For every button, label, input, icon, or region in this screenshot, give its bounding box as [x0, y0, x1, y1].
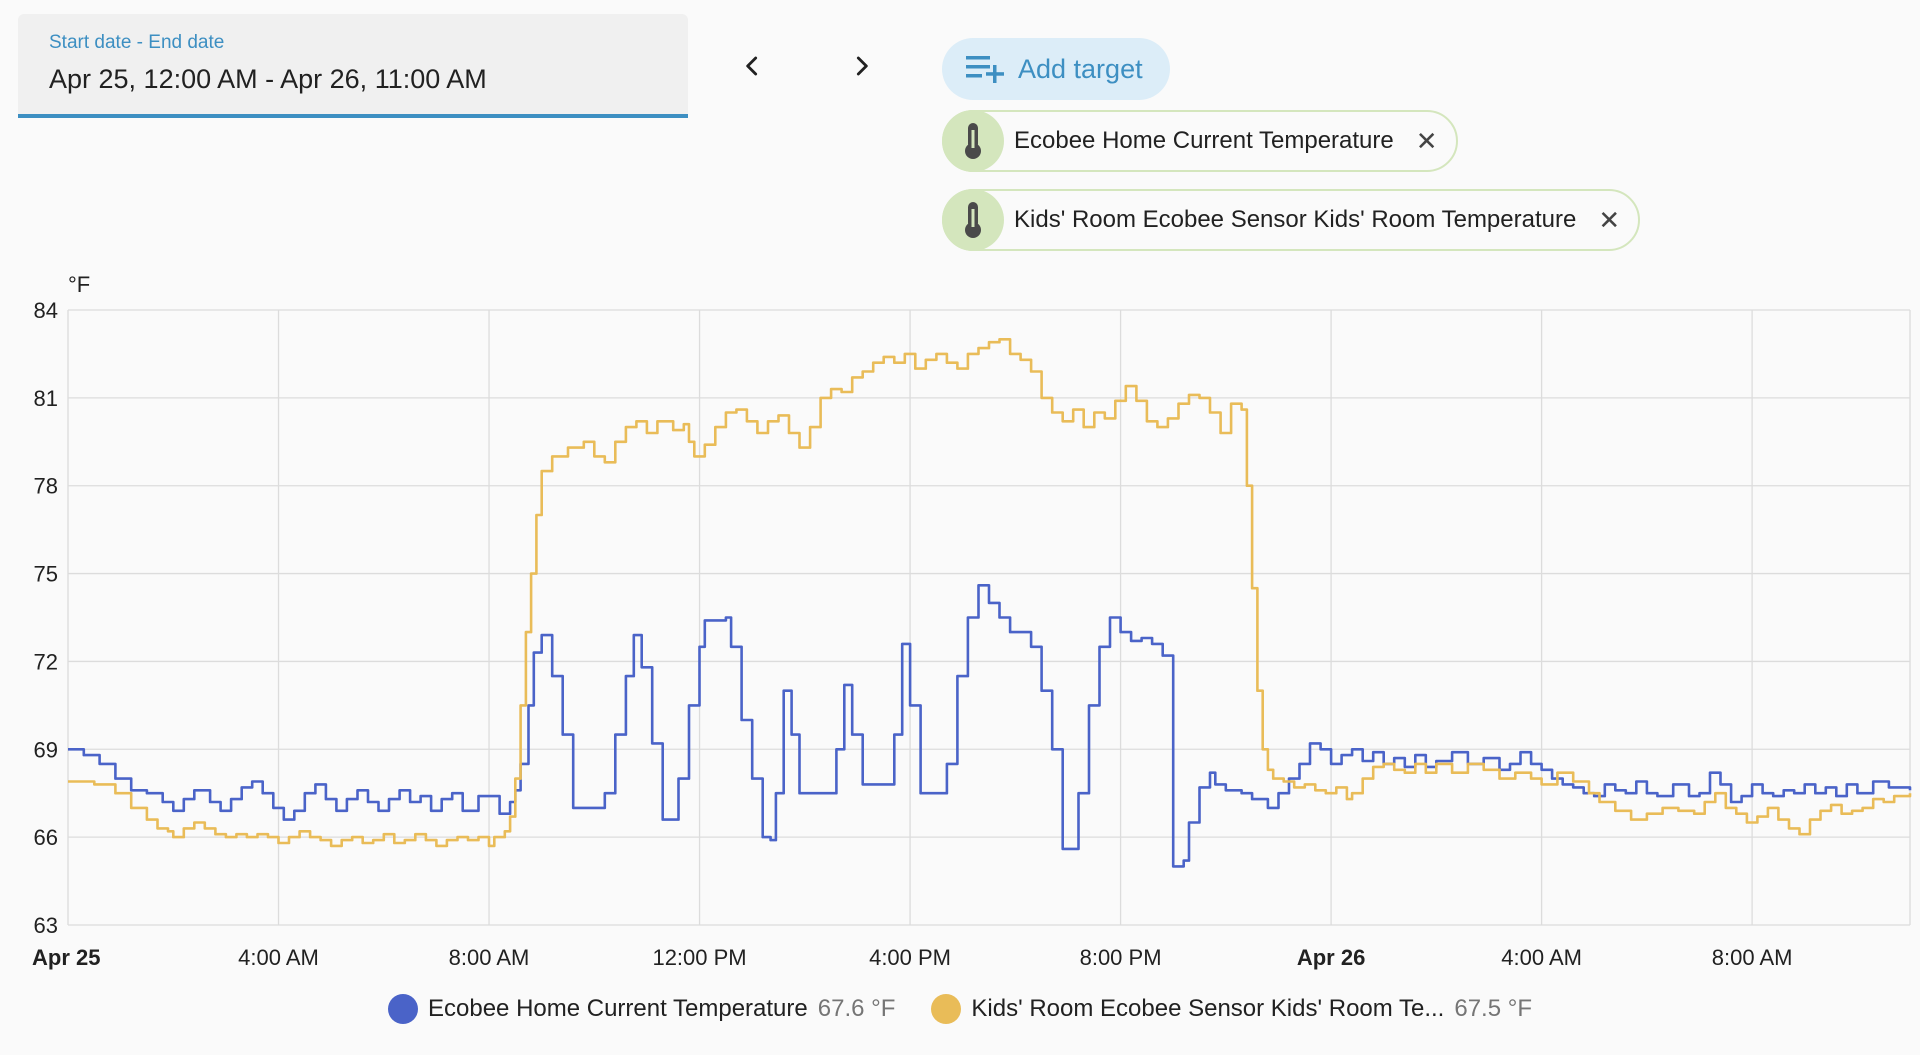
legend-item-kids-room[interactable]: Kids' Room Ecobee Sensor Kids' Room Te..…	[931, 994, 1532, 1024]
y-tick-label: 69	[34, 737, 58, 762]
y-tick-label: 72	[34, 649, 58, 674]
target-chip-label: Ecobee Home Current Temperature	[1014, 127, 1394, 154]
playlist-add-icon	[966, 56, 1004, 83]
target-chip: Ecobee Home Current Temperature ✕	[942, 110, 1458, 172]
y-tick-label: 66	[34, 825, 58, 850]
add-target-button[interactable]: Add target	[942, 38, 1170, 100]
x-tick-label: 8:00 PM	[1080, 945, 1162, 970]
y-tick-label: 63	[34, 913, 58, 938]
legend-value: 67.5 °F	[1454, 995, 1532, 1022]
x-tick-label: 4:00 AM	[238, 945, 319, 970]
x-tick-label: Apr 26	[1297, 945, 1365, 970]
series-line-ecobee-home	[68, 584, 1912, 868]
y-tick-label: 84	[34, 298, 58, 323]
legend-color-dot	[388, 994, 418, 1024]
close-icon[interactable]: ✕	[1598, 205, 1621, 235]
next-period-button[interactable]	[834, 38, 890, 94]
x-tick-label: 12:00 PM	[652, 945, 746, 970]
date-range-label: Start date - End date	[49, 32, 225, 53]
y-tick-label: 81	[34, 386, 58, 411]
legend-label: Ecobee Home Current Temperature	[428, 995, 808, 1022]
date-range-value: Apr 25, 12:00 AM - Apr 26, 11:00 AM	[49, 64, 487, 94]
x-tick-label: 8:00 AM	[1712, 945, 1793, 970]
x-tick-label: Apr 25	[32, 945, 100, 970]
thermometer-icon	[942, 189, 1004, 251]
x-tick-label: 8:00 AM	[449, 945, 530, 970]
y-axis-unit-label: °F	[68, 272, 90, 297]
target-chip-label: Kids' Room Ecobee Sensor Kids' Room Temp…	[1014, 206, 1577, 233]
legend-label: Kids' Room Ecobee Sensor Kids' Room Te..…	[971, 995, 1445, 1022]
y-tick-label: 75	[34, 562, 58, 587]
chevron-right-icon	[856, 56, 868, 76]
target-chip: Kids' Room Ecobee Sensor Kids' Room Temp…	[942, 189, 1641, 251]
legend-color-dot	[931, 994, 962, 1024]
thermometer-icon	[942, 110, 1004, 172]
y-tick-label: 78	[34, 474, 58, 499]
legend-item-ecobee-home[interactable]: Ecobee Home Current Temperature 67.6 °F	[388, 994, 895, 1024]
add-target-label: Add target	[1018, 53, 1143, 84]
legend-value: 67.6 °F	[817, 995, 896, 1022]
x-tick-label: 4:00 PM	[869, 945, 951, 970]
previous-period-button[interactable]	[724, 38, 780, 94]
date-range-picker[interactable]: Start date - End date Apr 25, 12:00 AM -…	[18, 14, 688, 118]
chart-legend: Ecobee Home Current Temperature 67.6 °F …	[0, 994, 1920, 1024]
chevron-left-icon	[746, 56, 758, 76]
x-tick-label: 4:00 AM	[1501, 945, 1582, 970]
series-line-kids-room	[68, 338, 1912, 848]
temperature-history-chart: 63 66 69 72 75 78 81 84 Apr 25 4:00 AM 8:00 AM 12:0…	[32, 272, 1912, 970]
close-icon[interactable]: ✕	[1415, 126, 1438, 156]
